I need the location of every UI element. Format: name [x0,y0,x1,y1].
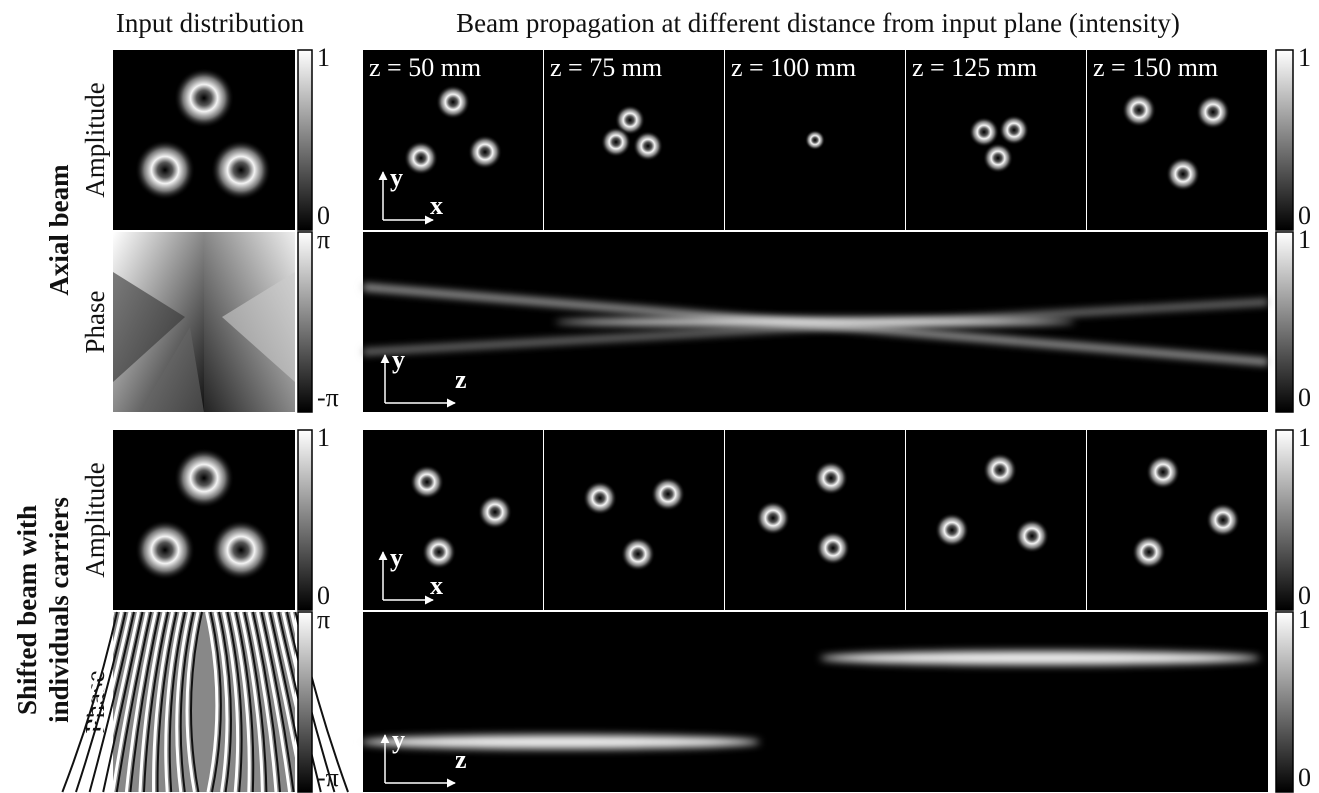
beam-spot [633,131,663,161]
beam-spot [1015,519,1049,553]
beam-spot [174,448,234,508]
amplitude-label: Amplitude [80,462,110,578]
axis-label: x [430,571,443,600]
header-right: Beam propagation at different distance f… [456,8,1180,38]
amplitude-label: Amplitude [80,82,110,198]
colorbar [1276,612,1293,792]
axis-label: z [455,745,467,774]
colorbar-label: -π [317,763,339,792]
beam-spot [756,501,790,535]
beam-spot [805,130,825,150]
beam-spot [404,141,438,175]
beam-spot [422,535,456,569]
colorbar-label: 0 [1298,383,1311,412]
beam-spot [478,495,512,529]
beam-spot [814,461,848,495]
axis-label: y [390,163,403,192]
beam-spot [935,513,969,547]
output-amplitude [544,430,724,610]
axis-label: y [390,543,403,572]
beam-spot [1206,503,1240,537]
colorbar [1276,232,1293,412]
beam-spot [1196,95,1230,129]
colorbar-label: 1 [1298,225,1311,254]
output-amplitude [363,430,543,610]
colorbar-label: π [317,225,330,254]
panel-label: z = 125 mm [912,53,1037,82]
beam-trace [820,651,1260,665]
axis-label: y [392,725,405,754]
colorbar [1276,430,1293,610]
axis-label: y [392,345,405,374]
colorbar [298,50,312,230]
colorbar [298,612,312,792]
beam-spot [621,537,655,571]
beam-spot [436,85,470,119]
beam-spot [969,117,999,147]
beam-spot [999,115,1029,145]
colorbar-label: 1 [1298,605,1311,634]
phase-label: Phase [80,290,110,353]
beam-spot [135,520,195,580]
beam-spot [583,481,617,515]
colorbar-label: -π [317,383,339,412]
colorbar-label: 1 [317,423,330,452]
colorbar-label: 1 [1298,423,1311,452]
row-label: individuals carriers [44,497,74,723]
beam-spot [651,477,685,511]
figure: Input distribution Beam propagation at d… [0,0,1319,793]
colorbar-label: π [317,605,330,634]
colorbar [298,430,312,610]
beam-focus [555,318,1075,326]
panel-label: z = 100 mm [731,53,856,82]
panel-label: z = 150 mm [1093,53,1218,82]
colorbar [1276,50,1293,230]
colorbar-label: 0 [1298,763,1311,792]
colorbar-label: 1 [1298,43,1311,72]
colorbar-label: 1 [317,43,330,72]
beam-spot [1166,157,1200,191]
beam-spot [174,68,234,128]
beam-spot [468,135,502,169]
beam-spot [135,140,195,200]
beam-spot [983,143,1013,173]
propagation [363,612,1268,792]
beam-spot [601,127,631,157]
colorbar [298,232,312,412]
beam-spot [1146,455,1180,489]
axis-label: z [455,365,467,394]
beam-spot [816,531,850,565]
row-label: Axial beam [44,164,74,296]
beam-trace [360,735,760,749]
panel-label: z = 50 mm [369,53,481,82]
beam-spot [211,140,271,200]
beam-spot [1132,535,1166,569]
row-label: Shifted beam with [12,505,42,715]
beam-spot [983,453,1017,487]
beam-spot [1122,93,1156,127]
output-amplitude [725,430,905,610]
header-left: Input distribution [116,8,305,38]
beam-spot [211,520,271,580]
beam-spot [410,465,444,499]
axis-label: x [430,191,443,220]
panel-label: z = 75 mm [550,53,662,82]
